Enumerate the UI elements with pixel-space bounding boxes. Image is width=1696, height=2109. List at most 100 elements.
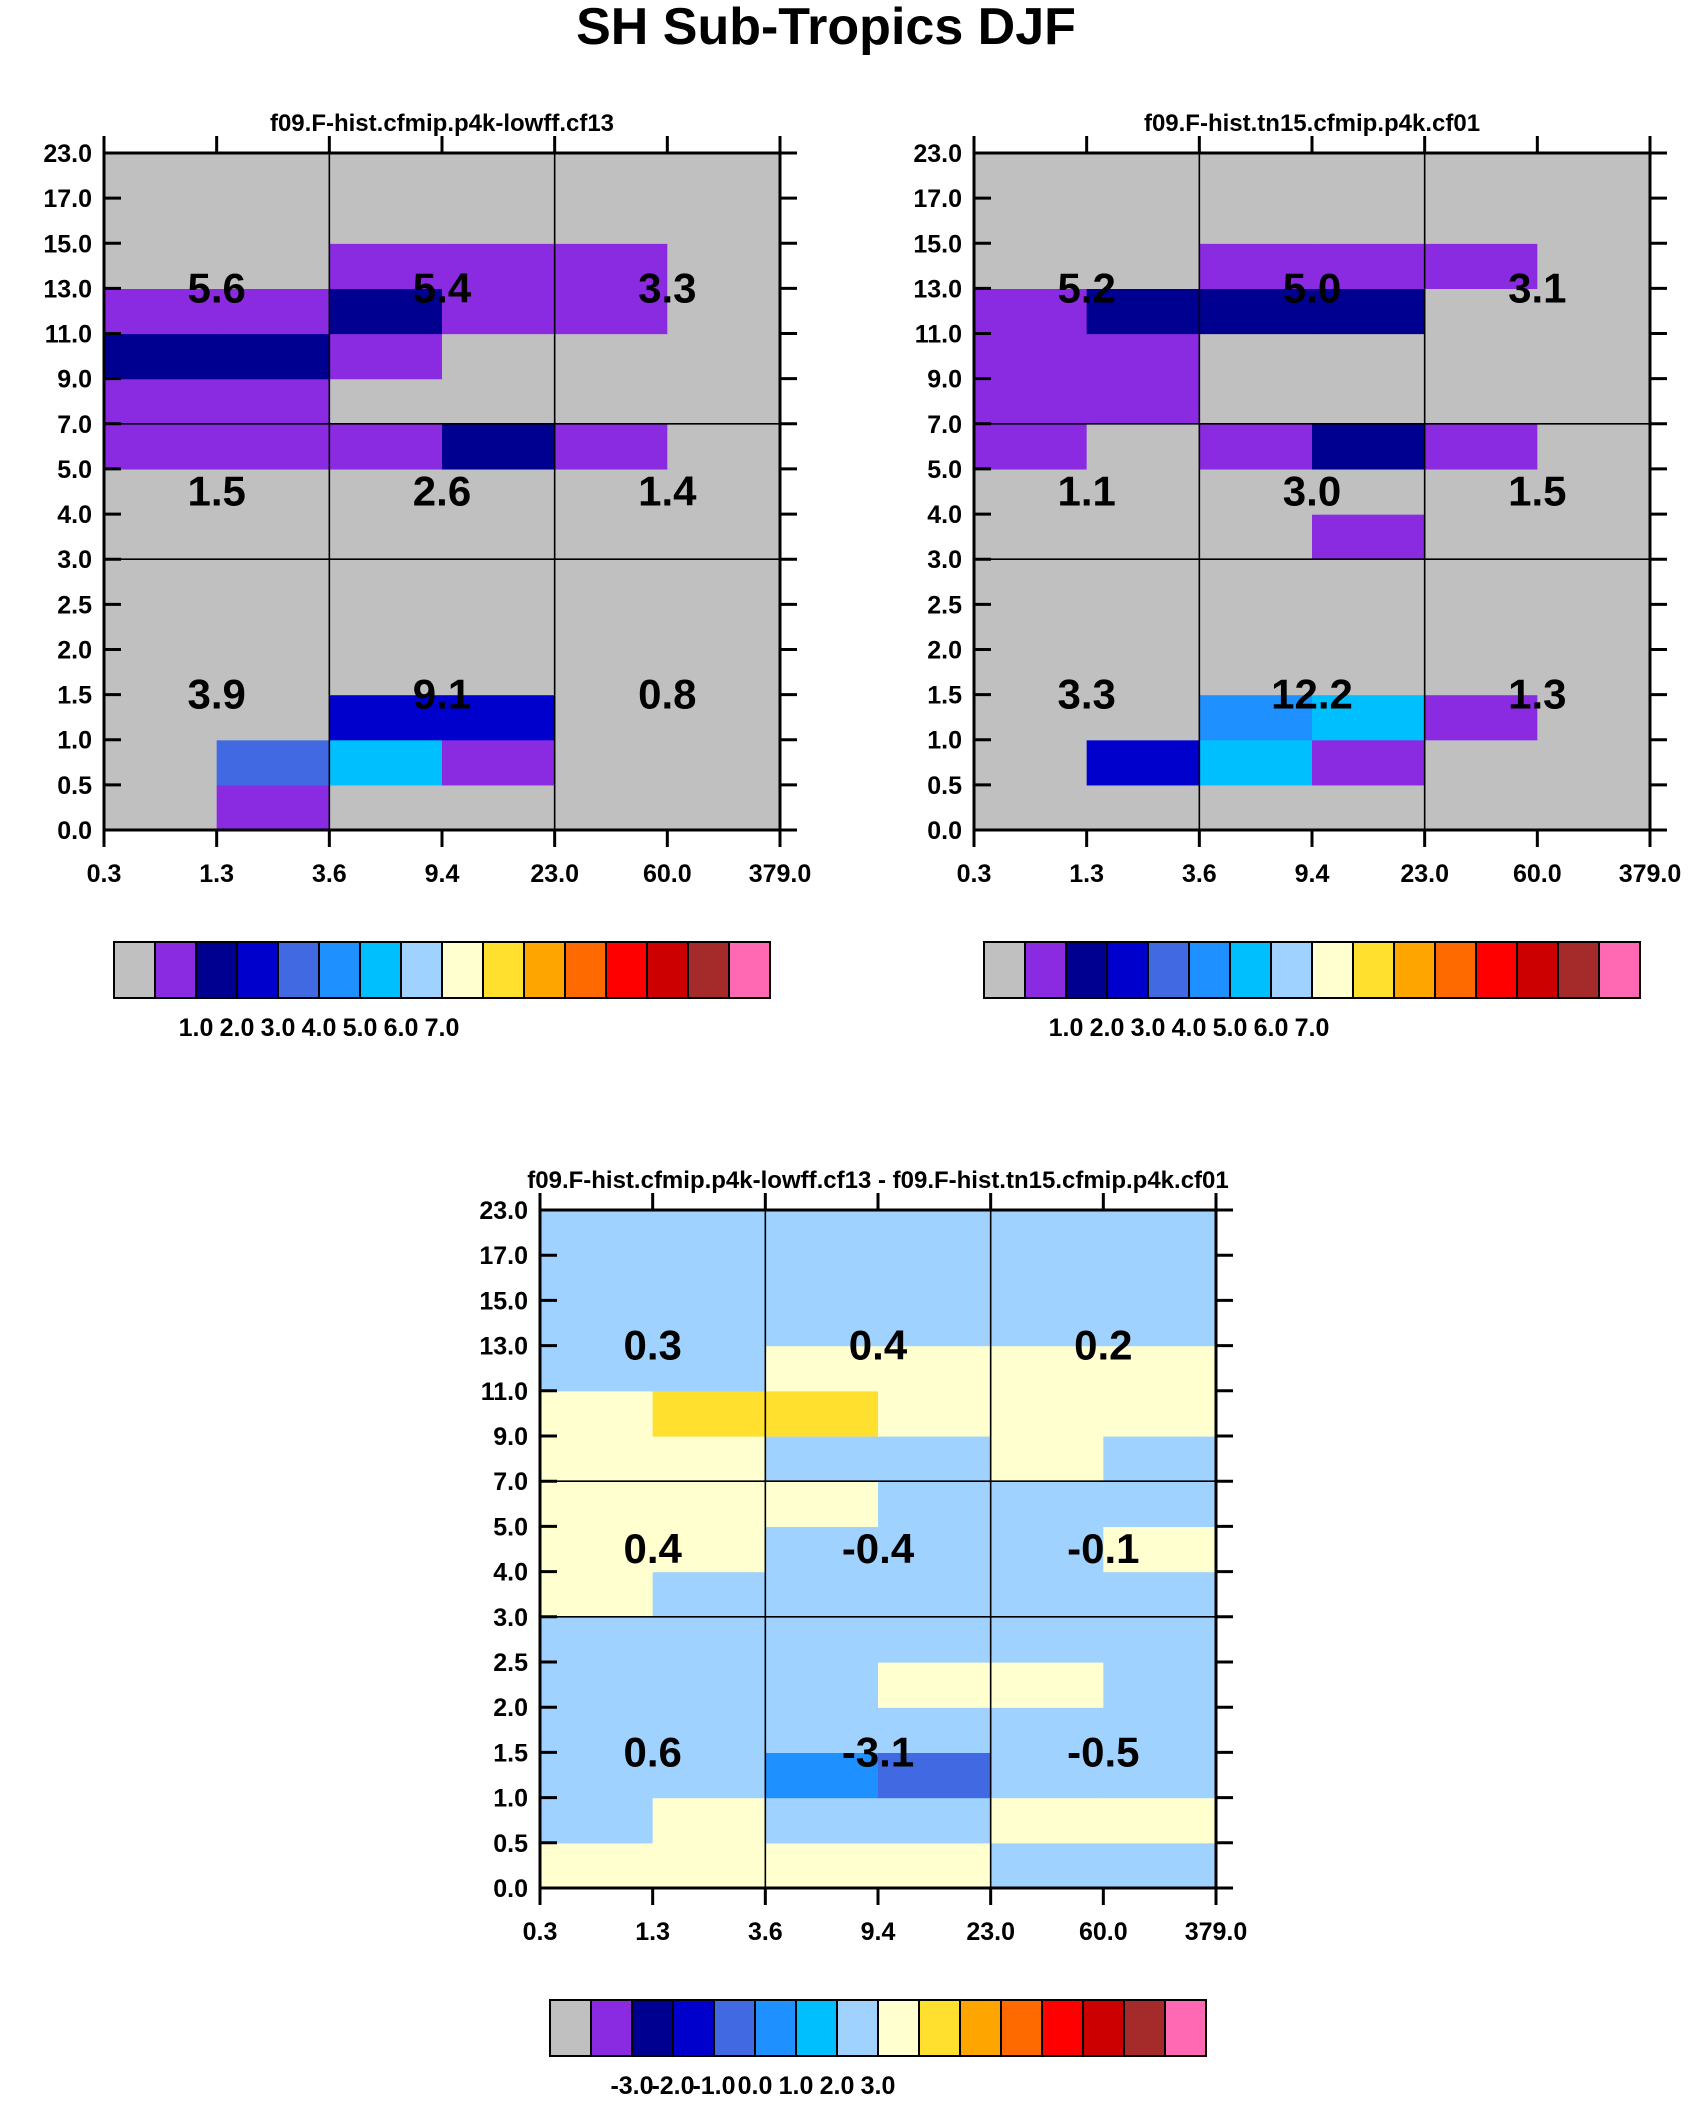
- y-tick-label: 15.0: [479, 1287, 528, 1315]
- heatmap-cell: [1199, 784, 1313, 831]
- y-tick-label: 5.0: [493, 1513, 528, 1541]
- heatmap-cell: [974, 468, 1088, 515]
- colorbar-label: 1.0: [779, 2072, 814, 2100]
- y-tick-label: 7.0: [57, 411, 92, 439]
- heatmap-cell: [554, 468, 668, 515]
- heatmap-cell: [974, 243, 1088, 289]
- heatmap-cell: [1103, 1345, 1217, 1392]
- heatmap-cell: [667, 288, 781, 335]
- y-tick-label: 3.0: [927, 546, 962, 574]
- heatmap-cell: [216, 694, 330, 741]
- y-tick-label: 1.5: [57, 682, 92, 710]
- heatmap-cell: [1103, 1616, 1217, 1663]
- heatmap-cell: [554, 153, 668, 199]
- heatmap-cell: [1424, 333, 1538, 380]
- y-tick-label: 0.0: [927, 817, 962, 845]
- heatmap-cell: [329, 243, 443, 289]
- y-tick-label: 4.0: [57, 501, 92, 529]
- region-value-label: 5.2: [1057, 264, 1115, 311]
- region-value-label: 1.4: [638, 468, 697, 515]
- heatmap-cell: [1424, 468, 1538, 515]
- heatmap-cell: [765, 1571, 879, 1618]
- heatmap-cell: [1199, 288, 1313, 335]
- heatmap-cell: [667, 468, 781, 515]
- heatmap-cell: [554, 784, 668, 831]
- colorbar-swatch: [728, 941, 771, 999]
- heatmap-cell: [540, 1526, 654, 1573]
- heatmap-cell: [652, 1436, 766, 1482]
- region-value-label: 5.6: [187, 264, 245, 311]
- heatmap-cell: [104, 333, 218, 380]
- region-value-label: 9.1: [413, 671, 471, 718]
- heatmap-cell: [540, 1481, 654, 1527]
- heatmap-cell: [1424, 739, 1538, 786]
- heatmap-cell: [974, 649, 1088, 696]
- x-tick-label: 0.3: [957, 860, 992, 888]
- y-tick-label: 5.0: [57, 456, 92, 484]
- x-tick-label: 60.0: [1079, 1918, 1128, 1946]
- x-tick-label: 379.0: [1185, 1918, 1248, 1946]
- heatmap-cell: [442, 604, 556, 651]
- y-tick-label: 1.0: [57, 727, 92, 755]
- heatmap-cell: [1199, 604, 1313, 651]
- heatmap-cell: [442, 198, 556, 244]
- heatmap-cell: [1086, 198, 1200, 244]
- heatmap-cell: [1424, 649, 1538, 696]
- heatmap-cell: [104, 423, 218, 470]
- y-tick-label: 3.0: [57, 546, 92, 574]
- heatmap-cell: [667, 694, 781, 741]
- colorbar-swatch: [1164, 1999, 1207, 2057]
- heatmap-cell: [1537, 604, 1651, 651]
- heatmap-cell: [1424, 514, 1538, 560]
- heatmap-cell: [878, 1255, 992, 1301]
- region-value-label: 0.8: [638, 671, 696, 718]
- heatmap-cell: [104, 739, 218, 786]
- heatmap-cell: [329, 784, 443, 831]
- heatmap-cell: [1103, 1797, 1217, 1844]
- heatmap-cell: [974, 514, 1088, 560]
- heatmap-cell: [974, 739, 1088, 786]
- colorbar-label: 6.0: [1254, 1014, 1289, 1042]
- y-tick-label: 23.0: [479, 1197, 528, 1225]
- heatmap-cell: [554, 649, 668, 696]
- heatmap-cell: [1312, 333, 1426, 380]
- colorbar-swatch: [1557, 941, 1600, 999]
- heatmap-cell: [1199, 198, 1313, 244]
- colorbar-swatch: [1393, 941, 1436, 999]
- heatmap-cell: [104, 288, 218, 335]
- y-tick-label: 23.0: [43, 140, 92, 168]
- heatmap-cell: [652, 1345, 766, 1392]
- heatmap-cell: [554, 739, 668, 786]
- heatmap-cell: [1086, 649, 1200, 696]
- heatmap-cell: [329, 604, 443, 651]
- y-tick-label: 11.0: [45, 321, 92, 349]
- heatmap-cell: [540, 1797, 654, 1844]
- heatmap-cell: [329, 739, 443, 786]
- heatmap-cell: [990, 1752, 1104, 1799]
- region-value-label: -3.1: [842, 1728, 914, 1775]
- heatmap-cell: [652, 1571, 766, 1618]
- colorbar-swatch: [195, 941, 238, 999]
- heatmap-cell: [765, 1481, 879, 1527]
- y-tick-label: 23.0: [913, 140, 962, 168]
- colorbar-swatch: [590, 1999, 633, 2057]
- heatmap-cell: [1103, 1255, 1217, 1301]
- heatmap-cell: [1312, 288, 1426, 335]
- heatmap-cell: [652, 1707, 766, 1753]
- colorbar-swatch: [1229, 941, 1272, 999]
- heatmap-cell: [667, 649, 781, 696]
- y-tick-label: 2.0: [57, 636, 92, 664]
- heatmap-cell: [1312, 198, 1426, 244]
- y-tick-label: 2.0: [927, 636, 962, 664]
- colorbar-swatch: [1475, 941, 1518, 999]
- heatmap-cell: [1312, 694, 1426, 741]
- region-value-label: -0.5: [1067, 1728, 1139, 1775]
- heatmap-cell: [540, 1255, 654, 1301]
- heatmap-cell: [329, 649, 443, 696]
- heatmap-cell: [442, 514, 556, 560]
- heatmap-cell: [1103, 1526, 1217, 1573]
- colorbar-swatch: [795, 1999, 838, 2057]
- heatmap-cell: [442, 739, 556, 786]
- colorbar-swatch: [236, 941, 279, 999]
- heatmap-cell: [765, 1210, 879, 1256]
